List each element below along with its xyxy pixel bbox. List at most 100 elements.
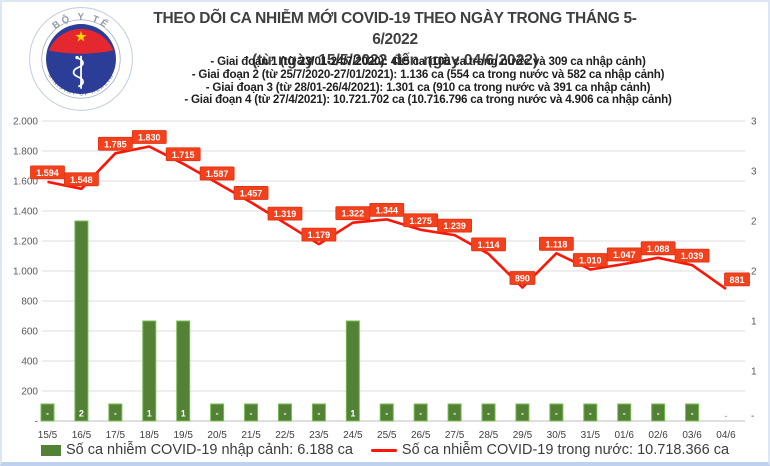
page-subtitle: (từ ngày 15/5/2022 đến ngày 04/6/2022): [251, 52, 539, 69]
bar-label: 1: [181, 409, 186, 419]
bar-label: -: [453, 409, 456, 419]
page-title: THEO DÕI CA NHIỄM MỚI COVID-19 THEO NGÀY…: [153, 10, 637, 48]
bar-label: -: [419, 409, 422, 419]
bar-17/5: [108, 403, 123, 422]
x-axis-label: 22/5: [275, 430, 295, 441]
x-axis-label: 17/5: [106, 430, 126, 441]
x-axis-label: 23/5: [309, 430, 329, 441]
bar-20/5: [210, 403, 225, 422]
point-label: 1.594: [36, 168, 59, 178]
x-axis-label: 16/5: [72, 430, 92, 441]
point-label: 1.039: [681, 251, 704, 261]
bar-label: -: [385, 409, 388, 419]
logo-inner-ring: [41, 19, 121, 99]
bar-19/5: [176, 320, 191, 422]
bar-02/6: [651, 403, 666, 422]
point-label-box: [471, 237, 506, 252]
x-axis-label: 18/5: [140, 430, 160, 441]
bar-25/5: [379, 403, 394, 422]
left-axis-tick: 1.800: [13, 147, 38, 158]
bar-29/5: [515, 403, 530, 422]
x-axis-label: 15/5: [38, 430, 58, 441]
bar-15/5: [40, 403, 55, 422]
point-label: 1.275: [409, 216, 432, 226]
bar-zero-dash: -: [725, 411, 728, 421]
point-label: 1.010: [579, 256, 602, 266]
point-label: 1.118: [545, 239, 567, 249]
point-label-box: [538, 236, 574, 251]
left-axis-tick: 400: [21, 357, 38, 368]
bar-label: 1: [147, 409, 152, 419]
point-label-box: [30, 165, 65, 180]
bar-31/5: [583, 403, 598, 422]
left-axis-tick: 1.200: [13, 237, 38, 248]
right-axis-tick: 1: [751, 367, 757, 378]
point-label: 1.047: [613, 250, 636, 260]
legend-item-imported: Số ca nhiễm COVID-19 nhập cảnh: 6.188 ca: [40, 442, 353, 458]
point-label: 1.179: [308, 230, 331, 240]
x-axis-label: 01/6: [614, 430, 634, 441]
bar-01/6: [617, 403, 632, 422]
x-axis-label: 24/5: [343, 430, 363, 441]
point-label: 881: [729, 275, 744, 285]
right-axis-tick: 3: [751, 167, 757, 178]
bar-26/5: [413, 403, 428, 422]
logo-snake-head: [75, 55, 79, 60]
point-label-box: [724, 272, 750, 287]
logo-star-icon: [75, 30, 87, 42]
bar-label: -: [657, 409, 660, 419]
period-summary: - Giai đoạn 1 (từ 23/01-24/7/2020): 415 …: [142, 55, 714, 107]
bar-label: -: [691, 409, 694, 419]
point-label-box: [267, 206, 303, 221]
point-label: 1.548: [70, 175, 93, 185]
bar-27/5: [447, 403, 462, 422]
logo-staff: [80, 55, 82, 89]
x-axis-label: 19/5: [173, 430, 193, 441]
x-axis-label: 26/5: [411, 430, 431, 441]
point-label: 1.457: [240, 188, 263, 198]
point-label-box: [199, 166, 235, 181]
x-axis-label: 21/5: [241, 430, 261, 441]
period-line-1: - Giai đoạn 1 (từ 23/01-24/7/2020): 415 …: [210, 55, 646, 68]
right-axis-tick: 3: [751, 117, 757, 128]
point-label-box: [131, 130, 167, 144]
point-label: 1.715: [172, 150, 195, 160]
x-axis-label: 04/6: [716, 430, 736, 441]
right-axis-tick: 2: [751, 267, 757, 278]
point-label-box: [233, 186, 269, 200]
x-axis-label: 02/6: [648, 430, 668, 441]
point-label: 1.785: [104, 139, 127, 149]
period-line-3: - Giai đoạn 3 (từ 28/01-26/4/2021): 1.30…: [205, 80, 651, 94]
point-label: 1.322: [342, 209, 365, 219]
bar-label: -: [521, 409, 524, 419]
point-label-box: [64, 172, 99, 187]
bar-label: -: [283, 409, 286, 419]
x-axis-label: 30/5: [547, 430, 567, 441]
bar-label: -: [250, 409, 253, 419]
imported-bar-swatch-icon: [40, 444, 61, 456]
x-axis-label: 27/5: [445, 430, 465, 441]
point-label-box: [301, 227, 337, 242]
x-axis-label: 31/5: [581, 430, 601, 441]
bar-30/5: [549, 403, 564, 422]
legend-domestic-label: Số ca nhiễm COVID-19 trong nước: 10.718.…: [401, 442, 730, 458]
bar-18/5: [142, 320, 157, 422]
bar-label: -: [487, 409, 490, 419]
x-axis-label: 25/5: [377, 430, 397, 441]
point-label: 1.319: [274, 209, 297, 219]
logo-red-band: [48, 28, 114, 54]
header: THEO DÕI CA NHIỄM MỚI COVID-19 THEO NGÀY…: [140, 8, 650, 71]
chart-legend: Số ca nhiễm COVID-19 nhập cảnh: 6.188 ca…: [2, 442, 768, 458]
right-axis-tick: 1: [751, 317, 757, 328]
left-axis-tick: -: [35, 417, 38, 428]
point-label: 1.088: [647, 244, 670, 254]
point-label: 890: [515, 274, 530, 284]
point-label-box: [369, 202, 405, 217]
period-line-4: - Giai đoạn 4 (từ 27/4/2021): 10.721.702…: [184, 93, 672, 107]
bar-22/5: [277, 403, 292, 422]
x-axis-label: 20/5: [207, 430, 227, 441]
point-label-box: [437, 218, 473, 233]
left-axis-tick: 200: [21, 387, 38, 398]
